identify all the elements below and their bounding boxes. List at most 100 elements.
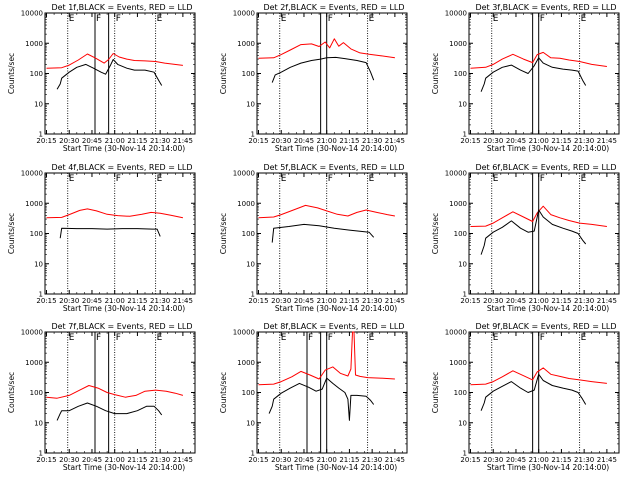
x-tick-label: 21:00	[105, 137, 125, 145]
series-line-events-black	[268, 377, 375, 421]
x-tick-label: 21:45	[385, 297, 405, 305]
series-line-events-black	[271, 56, 375, 83]
interval-marker-label: E	[69, 333, 75, 343]
x-tick-label: 21:15	[339, 137, 359, 145]
x-tick-label: 20:30	[59, 456, 79, 464]
x-tick-label: 20:30	[271, 137, 291, 145]
interval-marker-label: F	[116, 14, 121, 24]
series-line-events-black	[56, 59, 163, 90]
x-tick-label: 20:30	[483, 456, 503, 464]
y-axis-label: Counts/sec	[7, 213, 16, 254]
interval-marker-label: F	[116, 333, 121, 343]
panel-title: Det 6f,BLACK = Events, RED = LLD	[475, 163, 616, 172]
x-tick-label: 21:30	[362, 297, 382, 305]
panel-title: Det 8f,BLACK = Events, RED = LLD	[263, 322, 404, 331]
series-line-events-black	[480, 57, 587, 92]
y-tick-label: 1	[463, 291, 467, 299]
x-tick-label: 20:15	[36, 137, 56, 145]
series-line-lld-red	[470, 367, 607, 386]
panel-det-6f: Det 6f,BLACK = Events, RED = LLD 1 10 100 10…	[431, 163, 620, 313]
interval-marker-label: E	[369, 14, 375, 24]
series-line-lld-red	[470, 51, 607, 69]
y-tick-label: 100	[242, 70, 255, 78]
x-tick-label: 21:30	[362, 456, 382, 464]
y-tick-label: 10	[458, 260, 467, 268]
x-axis-label: Start Time (30-Nov-14 20:14:00)	[487, 463, 609, 472]
x-tick-label: 21:00	[529, 456, 549, 464]
panel-det-4f: Det 4f,BLACK = Events, RED = LLD 1 10 100 10…	[7, 163, 196, 313]
y-tick-label: 1	[251, 291, 255, 299]
x-tick-label: 21:45	[385, 137, 405, 145]
y-axis-label: Counts/sec	[431, 372, 440, 413]
x-tick-label: 21:00	[529, 297, 549, 305]
panel-det-2f: Det 2f,BLACK = Events, RED = LLD 1 10 100 10…	[219, 3, 408, 153]
y-tick-label: 10	[246, 260, 255, 268]
x-tick-label: 21:00	[105, 297, 125, 305]
x-tick-label: 20:30	[59, 137, 79, 145]
x-tick-label: 21:00	[529, 137, 549, 145]
x-tick-label: 20:15	[248, 297, 268, 305]
x-tick-label: 21:30	[574, 297, 594, 305]
panel-title: Det 4f,BLACK = Events, RED = LLD	[51, 163, 192, 172]
interval-marker-label: E	[581, 14, 587, 24]
interval-marker-label: F	[540, 174, 545, 184]
y-tick-label: 10000	[445, 170, 467, 178]
x-tick-label: 20:30	[271, 297, 291, 305]
interval-marker-label: F	[308, 333, 313, 343]
x-axis-label: Start Time (30-Nov-14 20:14:00)	[275, 144, 397, 153]
x-axis-label: Start Time (30-Nov-14 20:14:00)	[487, 144, 609, 153]
y-tick-label: 100	[454, 70, 467, 78]
series-line-events-black	[56, 402, 163, 421]
y-tick-label: 1000	[25, 359, 43, 367]
x-axis-label: Start Time (30-Nov-14 20:14:00)	[63, 463, 185, 472]
y-tick-label: 10000	[21, 170, 43, 178]
y-tick-label: 100	[30, 389, 43, 397]
interval-marker-label: E	[581, 333, 587, 343]
y-tick-label: 100	[30, 230, 43, 238]
panel-det-5f: Det 5f,BLACK = Events, RED = LLD 1 10 100 10…	[219, 163, 408, 313]
y-tick-label: 1	[39, 131, 43, 139]
x-tick-label: 20:45	[82, 137, 102, 145]
interval-marker-label: F	[96, 14, 101, 24]
interval-marker-label: E	[581, 174, 587, 184]
x-tick-label: 21:45	[597, 297, 617, 305]
y-tick-label: 10	[246, 419, 255, 427]
interval-marker-label: E	[281, 333, 287, 343]
interval-marker-label: E	[157, 174, 163, 184]
panel-title: Det 9f,BLACK = Events, RED = LLD	[475, 322, 616, 331]
interval-marker-label: F	[96, 333, 101, 343]
x-tick-label: 21:30	[150, 137, 170, 145]
interval-marker-label: E	[69, 14, 75, 24]
x-axis-label: Start Time (30-Nov-14 20:14:00)	[63, 304, 185, 313]
interval-marker-label: E	[281, 174, 287, 184]
x-tick-label: 21:30	[574, 137, 594, 145]
y-tick-label: 10000	[233, 10, 255, 18]
interval-marker-label: E	[493, 14, 499, 24]
x-tick-label: 20:45	[294, 456, 314, 464]
x-tick-label: 21:30	[150, 297, 170, 305]
series-line-events-black	[480, 373, 587, 411]
interval-marker-label: E	[157, 14, 163, 24]
panel-title: Det 2f,BLACK = Events, RED = LLD	[263, 3, 404, 12]
y-tick-label: 10000	[233, 170, 255, 178]
x-tick-label: 21:15	[127, 137, 147, 145]
y-tick-label: 1	[251, 131, 255, 139]
y-tick-label: 10	[34, 260, 43, 268]
x-tick-label: 20:45	[506, 456, 526, 464]
interval-marker-label: F	[540, 333, 545, 343]
x-tick-label: 21:45	[173, 456, 193, 464]
x-tick-label: 20:15	[36, 297, 56, 305]
y-axis-label: Counts/sec	[7, 53, 16, 94]
y-tick-label: 10	[34, 419, 43, 427]
interval-marker-label: E	[69, 174, 75, 184]
series-line-events-black	[59, 227, 161, 239]
y-tick-label: 100	[454, 230, 467, 238]
x-axis-label: Start Time (30-Nov-14 20:14:00)	[487, 304, 609, 313]
y-axis-label: Counts/sec	[219, 213, 228, 254]
x-tick-label: 20:15	[36, 456, 56, 464]
y-tick-label: 100	[242, 389, 255, 397]
y-axis-label: Counts/sec	[219, 53, 228, 94]
y-tick-label: 1	[463, 450, 467, 458]
y-tick-label: 1	[39, 450, 43, 458]
